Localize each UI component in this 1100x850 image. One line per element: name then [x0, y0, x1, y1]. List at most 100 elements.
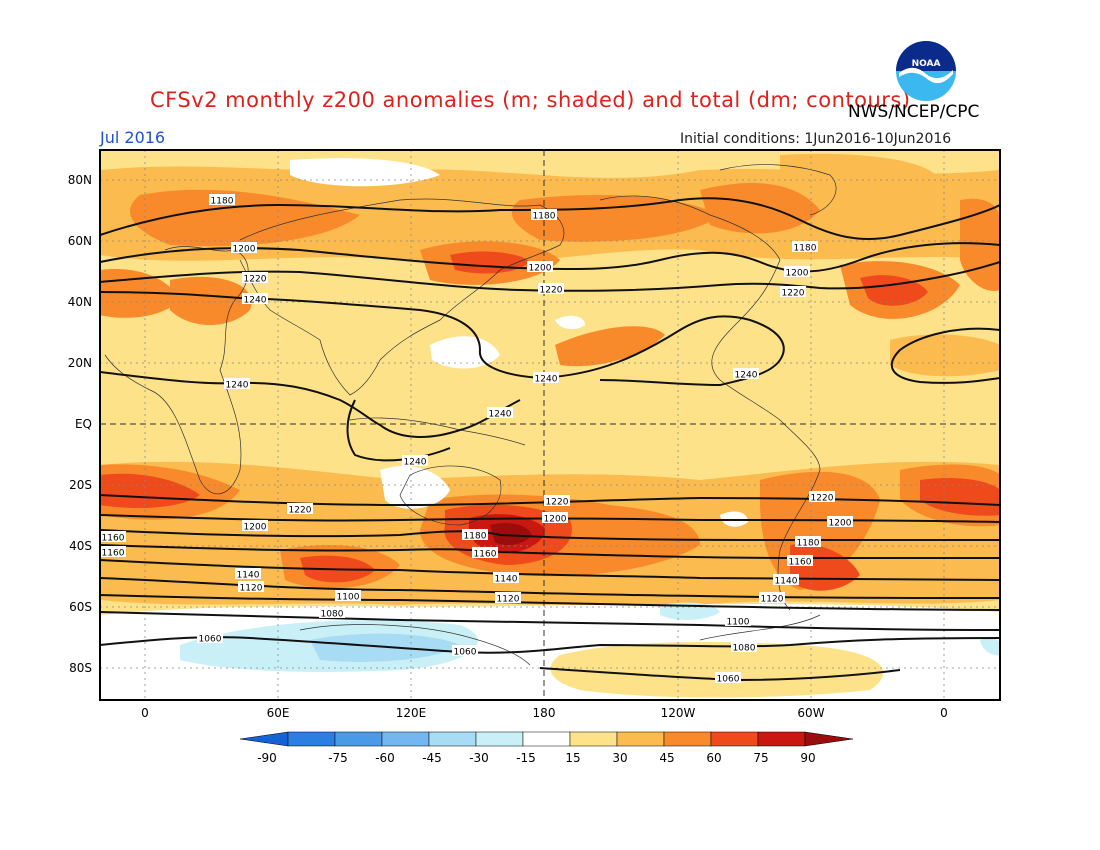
contour-label-bg [100, 546, 126, 557]
lon-label: 120E [395, 706, 427, 720]
contour-label-bg [231, 242, 257, 253]
contour-label-bg [452, 645, 478, 656]
colorbar-label: -45 [422, 751, 442, 765]
colorbar-swatch [569, 731, 618, 747]
colorbar [239, 731, 854, 747]
contour-label-bg [715, 672, 741, 683]
contour-label: 1200 [244, 523, 267, 533]
colorbar-label: -75 [328, 751, 348, 765]
colorbar-swatch [334, 731, 383, 747]
contour-label: 1120 [761, 595, 784, 605]
lat-label: 80S [69, 661, 92, 675]
contour-label: 1240 [244, 296, 267, 306]
colorbar-label: 15 [565, 751, 581, 765]
contour-labels: 1180 1200 1220 1240 1240 1240 1240 1240 1180 1200… [100, 194, 853, 685]
contour-label: 1180 [464, 532, 487, 542]
colorbar-label: 30 [612, 751, 628, 765]
lat-label: 40S [69, 539, 92, 553]
contour-label: 1160 [102, 549, 125, 559]
contour-label-bg [538, 283, 564, 294]
contour-label-bg [533, 372, 559, 383]
contour-label-bg [773, 574, 799, 585]
contour-label: 1180 [797, 539, 820, 549]
contour-label-bg [531, 209, 557, 220]
contour-label: 1220 [289, 506, 312, 516]
contour-label-bg [733, 368, 759, 379]
contour-label: 1160 [102, 534, 125, 544]
contour-label: 1200 [786, 269, 809, 279]
lat-label: 80N [67, 173, 92, 187]
lon-label: 0 [141, 706, 149, 720]
colorbar-label: -15 [516, 751, 536, 765]
contour-label-bg [197, 632, 223, 643]
colorbar-label: 90 [800, 751, 816, 765]
contour-label: 1180 [533, 212, 556, 222]
contour-label: 1060 [199, 635, 222, 645]
colorbar-swatch [663, 731, 712, 747]
lon-label: 0 [940, 706, 948, 720]
valid-month-label: Jul 2016 [100, 128, 166, 147]
colorbar-arrow-low [239, 731, 289, 747]
contour-label: 1060 [454, 648, 477, 658]
contour-label-bg [784, 266, 810, 277]
chart-title: CFSv2 monthly z200 anomalies (m; shaded)… [150, 88, 911, 112]
lon-label: 120W [660, 706, 696, 720]
map-frame [99, 149, 1001, 701]
contour-label: 1100 [337, 593, 360, 603]
contour-label-bg [792, 241, 818, 252]
lat-label: EQ [74, 417, 92, 431]
colorbar-swatch [287, 731, 336, 747]
contour-label-bg [287, 503, 313, 514]
noaa-logo: NOAA [896, 41, 956, 101]
lat-label: 60N [67, 234, 92, 248]
contour-label-bg [542, 512, 568, 523]
contour-label: 1140 [495, 575, 518, 585]
lon-label: 180 [532, 706, 556, 720]
contour-label-bg [209, 194, 235, 205]
contour-label-bg [242, 272, 268, 283]
contour-label-bg [780, 286, 806, 297]
contour-label: 1080 [733, 644, 756, 654]
contour-label-bg [493, 572, 519, 583]
contour-label-bg [462, 529, 488, 540]
contour-label: 1160 [474, 550, 497, 560]
lat-label: 20N [67, 356, 92, 370]
contour-label: 1240 [226, 381, 249, 391]
contour-label-bg [809, 491, 835, 502]
contour-label-bg [242, 520, 268, 531]
contour-label-bg [527, 261, 553, 272]
lon-label: 60W [797, 706, 825, 720]
agency-label: NWS/NCEP/CPC [848, 102, 980, 122]
contour-label: 1080 [321, 610, 344, 620]
colorbar-swatch [522, 731, 571, 747]
contour-label: 1180 [211, 197, 234, 207]
contour-label-bg [238, 581, 264, 592]
colorbar-swatch [475, 731, 524, 747]
colorbar-swatch [757, 731, 806, 747]
colorbar-label: 45 [659, 751, 675, 765]
contour-label-bg [725, 615, 751, 626]
contour-label: 1220 [782, 289, 805, 299]
contour-label: 1100 [727, 618, 750, 628]
contour-label: 1220 [546, 498, 569, 508]
logo-text: NOAA [912, 59, 941, 69]
contour-label-bg [242, 293, 268, 304]
contour-label: 1200 [829, 519, 852, 529]
colorbar-label: -30 [469, 751, 489, 765]
contour-label-bg [472, 547, 498, 558]
colorbar-label: -60 [375, 751, 395, 765]
contour-label-bg [224, 378, 250, 389]
contour-label-bg [544, 495, 570, 506]
contour-label: 1160 [789, 558, 812, 568]
colorbar-swatch [616, 731, 665, 747]
contour-label: 1200 [544, 515, 567, 525]
colorbar-swatch [710, 731, 759, 747]
lat-label: 60S [69, 600, 92, 614]
contour-label: 1200 [233, 245, 256, 255]
map-area: 1180 1200 1220 1240 1240 1240 1240 1240 1180 1200… [100, 150, 1000, 700]
equator-dateline [100, 150, 1000, 700]
contour-label: 1220 [244, 275, 267, 285]
contour-label: 1240 [489, 410, 512, 420]
contour-label: 1220 [811, 494, 834, 504]
contour-label: 1240 [735, 371, 758, 381]
